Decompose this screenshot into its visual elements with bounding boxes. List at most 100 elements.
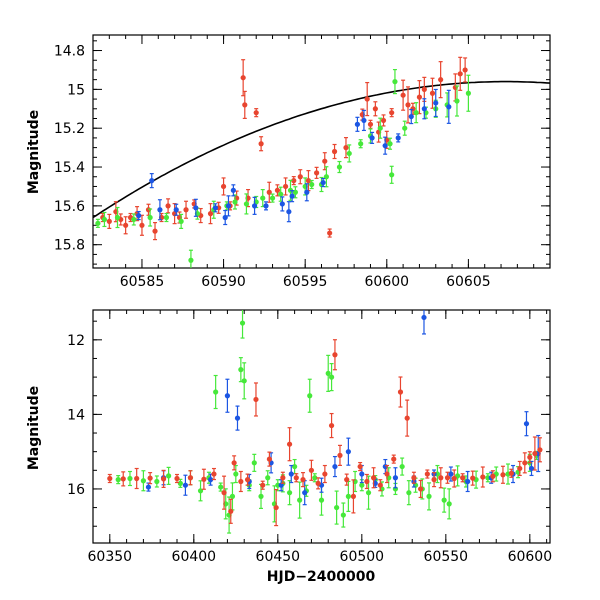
red-data-point bbox=[350, 493, 357, 499]
green-data-point bbox=[334, 504, 340, 511]
green-data-point bbox=[389, 172, 395, 178]
green-data-point bbox=[241, 378, 247, 384]
green-data-point bbox=[406, 490, 412, 496]
red-data-point bbox=[152, 228, 158, 234]
red-data-point bbox=[411, 475, 417, 481]
green-data-point bbox=[197, 488, 204, 494]
blue-data-point bbox=[145, 484, 152, 490]
red-data-point bbox=[147, 475, 153, 481]
green-data-point bbox=[101, 216, 108, 223]
green-data-point bbox=[233, 471, 239, 477]
red-data-point bbox=[364, 96, 370, 102]
green-data-point bbox=[392, 79, 398, 85]
blue-data-point bbox=[320, 179, 326, 186]
green-data-point bbox=[260, 195, 266, 201]
red-data-point bbox=[274, 187, 281, 193]
top-panel-x-tick-labels: 60585 60590 60595 60600 60605 bbox=[120, 274, 491, 290]
bottom-panel-ticks bbox=[92, 310, 550, 543]
red-data-point bbox=[337, 452, 343, 458]
blue-data-point bbox=[212, 205, 219, 211]
blue-data-point bbox=[263, 203, 269, 209]
green-data-point bbox=[232, 199, 238, 205]
blue-data-point bbox=[354, 121, 361, 127]
red-data-point bbox=[429, 90, 436, 96]
red-data-point bbox=[405, 102, 411, 108]
red-data-point bbox=[451, 475, 457, 482]
blue-data-point bbox=[528, 465, 535, 472]
red-data-point bbox=[424, 471, 430, 477]
blue-data-point bbox=[523, 421, 530, 427]
blue-data-point bbox=[369, 135, 375, 141]
green-data-point bbox=[340, 512, 346, 518]
bottom-panel-data-points bbox=[107, 310, 543, 534]
green-data-point bbox=[328, 374, 335, 380]
green-data-point bbox=[127, 475, 133, 482]
green-data-point bbox=[147, 214, 153, 221]
x-tick-label: 60595 bbox=[283, 274, 328, 290]
red-data-point bbox=[244, 477, 251, 483]
red-data-point bbox=[357, 463, 363, 470]
red-data-point bbox=[332, 352, 338, 358]
red-data-point bbox=[160, 476, 167, 482]
green-data-point bbox=[377, 125, 383, 131]
red-data-point bbox=[291, 178, 297, 184]
red-data-point bbox=[462, 67, 468, 73]
red-data-point bbox=[480, 474, 486, 480]
top-panel-ticks bbox=[92, 35, 551, 268]
red-data-point bbox=[282, 183, 289, 190]
red-data-point bbox=[391, 456, 397, 462]
red-data-point bbox=[444, 475, 451, 481]
y-tick-label: 14 bbox=[67, 407, 85, 423]
green-data-point bbox=[114, 214, 121, 221]
y-tick-label: 15.8 bbox=[54, 238, 85, 254]
green-data-point bbox=[358, 141, 364, 147]
green-data-point bbox=[292, 463, 298, 470]
blue-data-point bbox=[208, 477, 214, 483]
x-tick-label: 60450 bbox=[256, 549, 301, 565]
y-tick-label: 16 bbox=[67, 482, 85, 498]
red-data-point bbox=[537, 447, 543, 453]
red-data-point bbox=[231, 460, 237, 466]
green-data-point bbox=[166, 473, 172, 479]
red-data-point bbox=[367, 121, 374, 127]
green-data-point bbox=[163, 214, 170, 221]
red-data-point bbox=[315, 480, 321, 486]
bottom-panel: 60350 60400 60450 60500 60550 60600 12 14 16 Ma… bbox=[26, 309, 552, 585]
blue-data-point bbox=[288, 471, 294, 477]
red-data-point bbox=[490, 473, 496, 479]
y-tick-label: 15 bbox=[67, 82, 85, 98]
red-data-point bbox=[372, 106, 378, 112]
red-data-point bbox=[457, 71, 463, 77]
red-data-point bbox=[187, 475, 194, 481]
red-data-point bbox=[174, 475, 180, 482]
red-data-point bbox=[370, 475, 377, 481]
red-data-point bbox=[438, 77, 444, 83]
x-tick-label: 60605 bbox=[446, 274, 491, 290]
blue-data-point bbox=[286, 209, 292, 215]
blue-data-point bbox=[421, 106, 427, 112]
green-data-point bbox=[454, 98, 460, 104]
red-data-point bbox=[500, 472, 506, 478]
red-data-point bbox=[240, 75, 246, 81]
red-data-point bbox=[260, 482, 266, 488]
blue-data-point bbox=[332, 463, 338, 470]
blue-data-point bbox=[408, 113, 414, 120]
x-tick-label: 60500 bbox=[340, 549, 385, 565]
green-data-point bbox=[213, 389, 219, 395]
green-data-point bbox=[309, 181, 315, 188]
red-data-point bbox=[314, 170, 320, 176]
bottom-panel-x-axis-label: HJD−2400000 bbox=[267, 569, 376, 585]
blue-data-point bbox=[448, 471, 454, 477]
x-tick-label: 60590 bbox=[201, 274, 246, 290]
red-data-point bbox=[266, 456, 273, 462]
red-data-point bbox=[384, 471, 390, 477]
red-data-point bbox=[107, 475, 113, 482]
blue-data-point bbox=[382, 143, 388, 149]
red-data-point bbox=[421, 86, 427, 92]
green-data-point bbox=[238, 367, 244, 373]
red-data-point bbox=[134, 475, 140, 482]
red-data-point bbox=[438, 475, 444, 481]
green-data-point bbox=[387, 141, 393, 147]
green-data-point bbox=[402, 125, 408, 131]
